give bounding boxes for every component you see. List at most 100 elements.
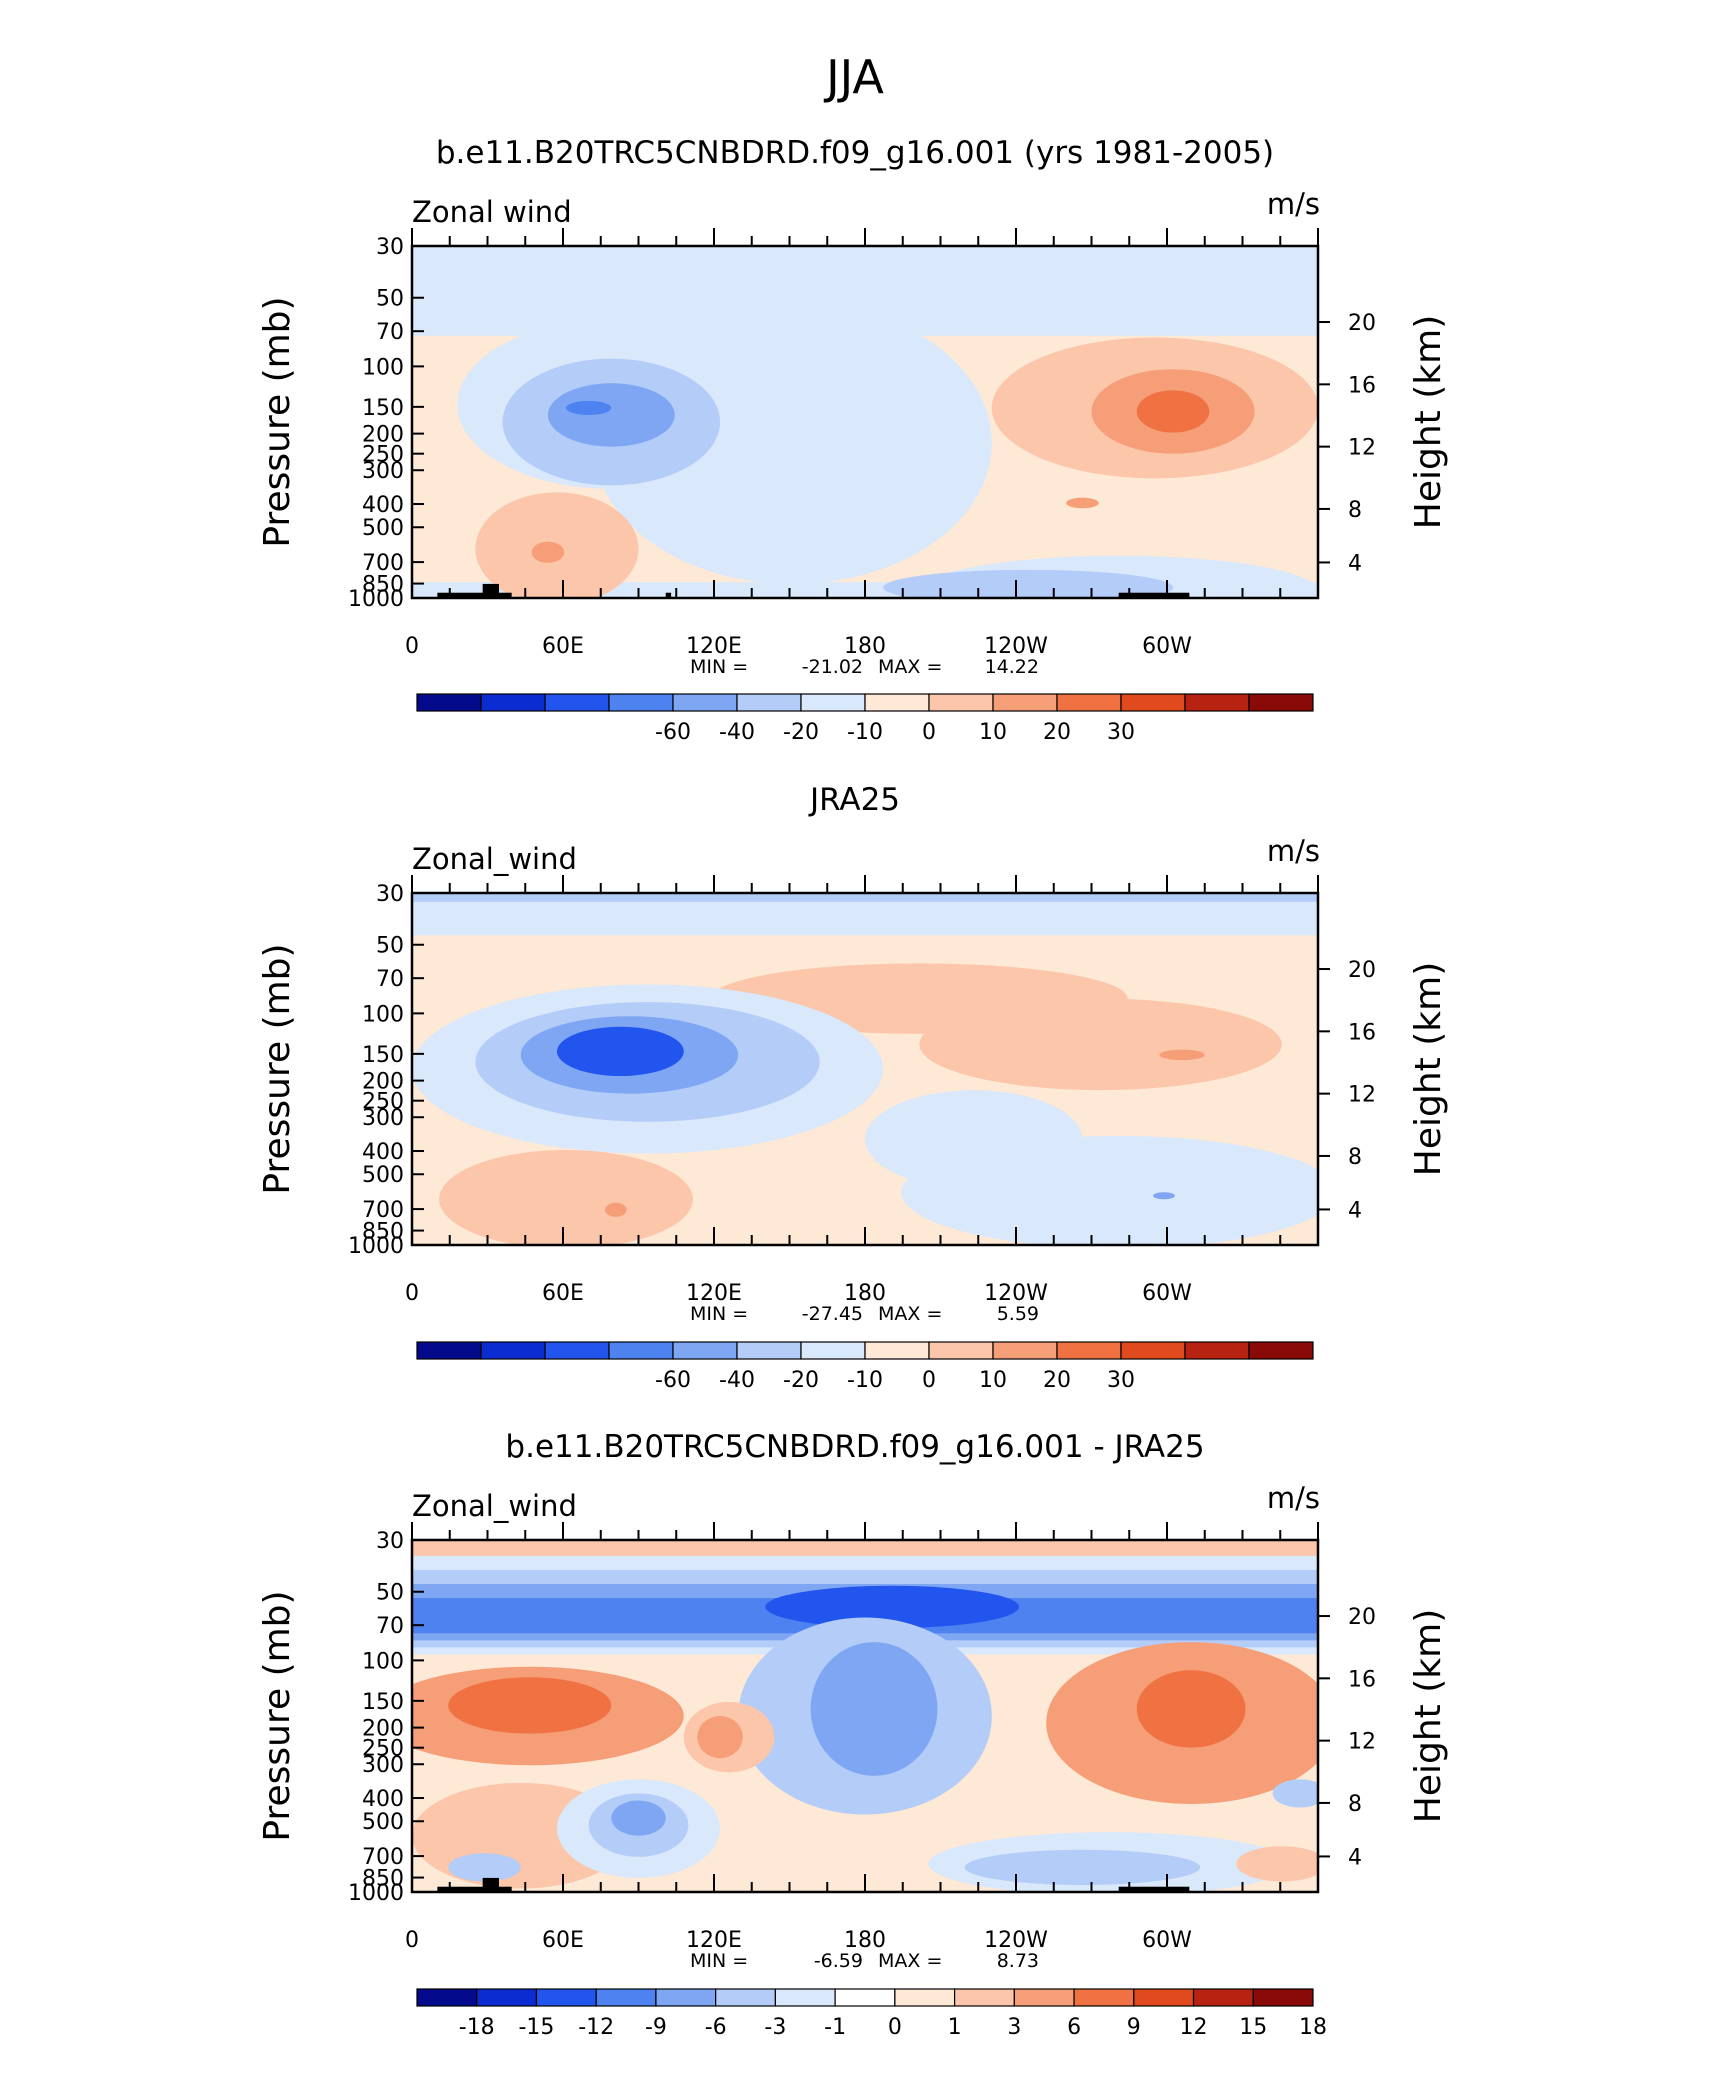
contour-region [556, 1026, 684, 1077]
colorbar-box [608, 693, 674, 712]
max-label: MAX = [878, 656, 942, 678]
y-right-tick-label: 20 [1348, 311, 1376, 336]
y-axis-title: Pressure (mb) [257, 296, 298, 547]
colorbar-label: -40 [719, 720, 755, 745]
y-tick-label: 500 [362, 516, 404, 541]
panels: b.e11.B20TRC5CNBDRD.f09_g16.001 (yrs 198… [257, 135, 1449, 2040]
topography [665, 592, 672, 598]
colorbar-label: 20 [1043, 1368, 1071, 1393]
variable-label: Zonal_wind [412, 1489, 577, 1523]
x-tick-label: 60E [542, 634, 584, 659]
colorbar-box [416, 1341, 482, 1360]
contour-region [1136, 390, 1210, 433]
y-right-tick-label: 16 [1348, 1020, 1376, 1045]
variable-label: Zonal_wind [412, 842, 577, 876]
x-tick-label: 0 [405, 1281, 419, 1306]
colorbar-box [608, 1341, 674, 1360]
x-tick-label: 180 [844, 634, 886, 659]
colorbar-label: -40 [719, 1368, 755, 1393]
topography [437, 1886, 512, 1892]
colorbar-label: 20 [1043, 720, 1071, 745]
colorbar-label: 30 [1107, 1368, 1135, 1393]
topography [482, 1877, 499, 1892]
x-tick-label: 120E [686, 1281, 742, 1306]
colorbar-box [992, 693, 1058, 712]
panel-title: b.e11.B20TRC5CNBDRD.f09_g16.001 - JRA25 [505, 1429, 1204, 1465]
colorbar-box [1120, 1341, 1186, 1360]
colorbar-box [672, 693, 738, 712]
colorbar-box [1133, 1988, 1195, 2007]
colorbar-label: 10 [979, 720, 1007, 745]
colorbar-label: -3 [764, 2015, 786, 2040]
colorbar-box [416, 693, 482, 712]
y-tick-label: 500 [362, 1163, 404, 1188]
colorbar-label: -60 [655, 720, 691, 745]
colorbar-box [736, 1341, 802, 1360]
y-tick-label: 70 [376, 320, 404, 345]
x-tick-label: 120E [686, 634, 742, 659]
contour-region [547, 383, 675, 447]
contour-region [1153, 1192, 1175, 1200]
contour-field [412, 893, 1318, 1245]
max-value: 14.22 [985, 656, 1039, 678]
colorbar-box [480, 693, 546, 712]
topography [437, 592, 512, 598]
y-tick-label: 300 [362, 459, 404, 484]
contour-region [1272, 1779, 1318, 1808]
contour-region [1066, 497, 1099, 509]
y-tick-label: 200 [362, 423, 404, 448]
contour-region [919, 998, 1282, 1091]
colorbar-label: -9 [645, 2015, 667, 2040]
y-right-tick-label: 8 [1348, 498, 1362, 523]
colorbar-box [1248, 1341, 1314, 1360]
colorbar-box [1252, 1988, 1314, 2007]
contour-region [531, 541, 565, 563]
contour-region [611, 1800, 666, 1836]
max-value: 5.59 [997, 1303, 1039, 1325]
colorbar-label: 0 [922, 1368, 936, 1393]
min-label: MIN = [690, 1303, 748, 1325]
colorbar-label: 0 [922, 720, 936, 745]
contour-region [412, 900, 1318, 936]
colorbar-label: 1 [948, 2015, 962, 2040]
colorbar-box [672, 1341, 738, 1360]
contour-region [1136, 1670, 1246, 1748]
contour-region [439, 1149, 693, 1245]
y-tick-label: 30 [376, 235, 404, 260]
contour-region [697, 1716, 743, 1759]
colorbar-box [480, 1341, 546, 1360]
x-tick-label: 60E [542, 1281, 584, 1306]
colorbar-label: -6 [705, 2015, 727, 2040]
y-tick-label: 200 [362, 1717, 404, 1742]
max-label: MAX = [878, 1303, 942, 1325]
colorbar-box [1056, 693, 1122, 712]
y-tick-label: 250 [362, 443, 404, 468]
colorbar-label: 9 [1127, 2015, 1141, 2040]
y-tick-label: 300 [362, 1753, 404, 1778]
colorbar-box [1184, 1341, 1250, 1360]
y-axis-title: Pressure (mb) [257, 943, 298, 1194]
colorbar-box [476, 1988, 538, 2007]
y-tick-label: 70 [376, 1614, 404, 1639]
contour-region [865, 1090, 1083, 1189]
max-value: 8.73 [997, 1950, 1039, 1972]
x-tick-label: 60E [542, 1928, 584, 1953]
x-tick-label: 60W [1142, 634, 1192, 659]
colorbar-box [715, 1988, 777, 2007]
min-value: -6.59 [814, 1950, 863, 1972]
y-tick-label: 150 [362, 1690, 404, 1715]
colorbar-label: 3 [1007, 2015, 1021, 2040]
colorbar-box [1184, 693, 1250, 712]
y-right-tick-label: 16 [1348, 1667, 1376, 1692]
y-tick-label: 100 [362, 1002, 404, 1027]
colorbar-box [544, 693, 610, 712]
y-tick-label: 150 [362, 396, 404, 421]
colorbar-box [864, 1341, 930, 1360]
colorbar-box [544, 1341, 610, 1360]
colorbar-label: -18 [459, 2015, 495, 2040]
y-tick-label: 700 [362, 551, 404, 576]
panel-3: b.e11.B20TRC5CNBDRD.f09_g16.001 - JRA25 Z… [257, 1429, 1449, 2040]
y-tick-label: 150 [362, 1043, 404, 1068]
colorbar-box [774, 1988, 836, 2007]
y-right-axis-title: Height (km) [1408, 962, 1449, 1176]
